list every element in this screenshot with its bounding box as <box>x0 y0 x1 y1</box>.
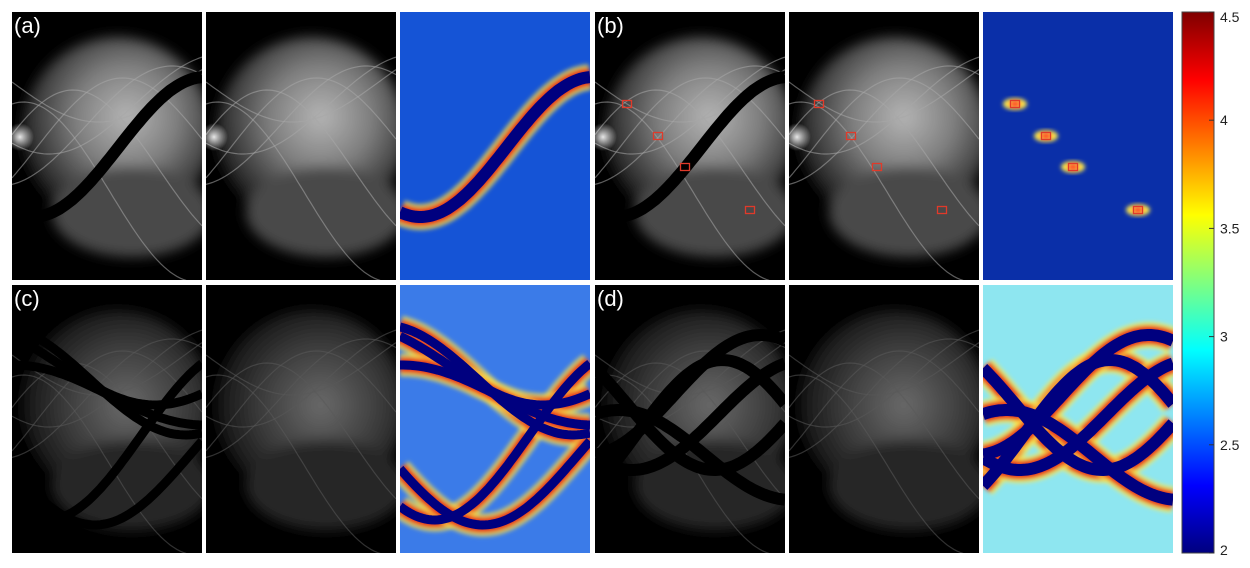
panel-1-sinogram-inpainted <box>206 12 396 280</box>
panel-4-sinogram-with-metal-trace <box>595 285 785 553</box>
panel-2-error-map <box>983 12 1173 280</box>
colorbar-ticks: 2 2.5 3 3.5 4 4.5 <box>1209 9 1240 558</box>
region-marker <box>652 131 664 141</box>
panel-1-sinogram-with-metal-trace <box>12 12 202 280</box>
panel-2-sinogram-with-metal-trace <box>595 12 785 280</box>
region-marker <box>1040 131 1052 141</box>
region-marker <box>621 99 633 109</box>
colorbar-tick-label: 2 <box>1220 542 1228 558</box>
panel-labels: (a) (b) (c) (d) <box>14 13 624 311</box>
panel-3-sinogram-with-metal-trace <box>12 285 202 553</box>
region-marker <box>845 131 857 141</box>
region-marker <box>1132 205 1144 215</box>
region-marker <box>1067 162 1079 172</box>
region-marker <box>679 162 691 172</box>
panel-4-sinogram-inpainted <box>789 285 979 553</box>
colorbar-tick-label: 4.5 <box>1220 9 1240 25</box>
region-marker <box>744 205 756 215</box>
colorbar-tick-label: 3.5 <box>1220 220 1240 236</box>
colorbar-tick-label: 3 <box>1220 329 1228 345</box>
colorbar-tick-label: 2.5 <box>1220 437 1240 453</box>
region-marker <box>813 99 825 109</box>
panel-4-error-map <box>983 285 1173 553</box>
region-marker <box>936 205 948 215</box>
colorbar-frame <box>1181 11 1215 554</box>
panel-label: (d) <box>597 286 624 311</box>
colorbar-tick-label: 4 <box>1220 112 1228 128</box>
panel-2-sinogram-inpainted <box>789 12 979 280</box>
tile-grid <box>12 12 1173 553</box>
region-marker <box>1009 99 1021 109</box>
colorbar: 2 2.5 3 3.5 4 4.5 <box>1181 9 1240 558</box>
panel-label: (b) <box>597 13 624 38</box>
region-marker <box>871 162 883 172</box>
panel-3-sinogram-inpainted <box>206 285 396 553</box>
panel-label: (a) <box>14 13 41 38</box>
panel-1-error-map <box>400 12 590 280</box>
panel-label: (c) <box>14 286 40 311</box>
panel-3-error-map <box>400 285 590 553</box>
